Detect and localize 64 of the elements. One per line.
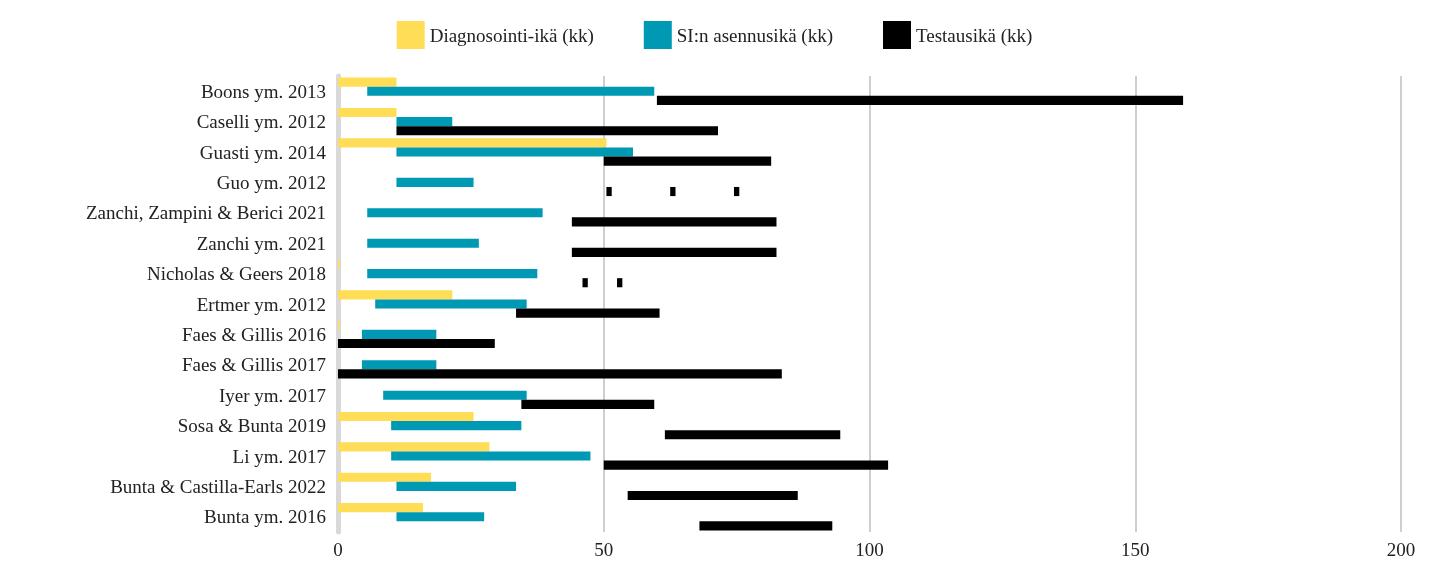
bar [603,156,772,166]
y-tick-label: Nicholas & Geers 2018 [147,263,326,285]
legend-label: SI:n asennusikä (kk) [676,24,833,47]
bar [367,269,538,279]
bar [656,95,1184,105]
y-tick-label: Bunta & Castilla-Earls 2022 [110,475,326,497]
bar [521,399,655,409]
bar [627,490,798,501]
x-tick-label: 150 [1121,539,1150,560]
x-tick-label: 200 [1386,539,1416,560]
bar [338,503,424,513]
y-tick-label: Boons ym. 2013 [200,80,326,102]
bar [391,451,591,461]
y-tick-label: Sosa & Bunta 2019 [177,415,326,437]
bar [367,238,479,248]
bar [367,86,655,96]
y-tick-label: Guasti ym. 2014 [199,141,327,163]
bar [361,329,437,339]
bar [338,472,432,482]
legend-label: Diagnosointi-ikä (kk) [429,24,594,47]
bar [571,247,777,257]
bar [396,147,633,157]
x-tick-label: 50 [594,539,614,560]
bar [338,369,782,379]
bar [338,338,495,349]
bar [338,411,474,422]
bar [375,299,527,309]
bar [396,481,517,491]
bar [664,430,841,440]
bar [396,117,453,127]
y-tick-label: Zanchi ym. 2021 [196,232,326,254]
bar [582,278,588,288]
bar [396,177,474,187]
bar [396,126,719,136]
bar [383,390,527,400]
bar [699,521,833,531]
bar [603,460,889,470]
bar [396,512,485,522]
bar [338,138,607,148]
bar [617,278,623,288]
bar [606,186,612,197]
bar [367,208,543,218]
bar [391,421,522,431]
y-tick-label: Zanchi, Zampini & Berici 2021 [85,202,326,224]
bar [338,107,397,118]
y-tick-label: Faes & Gillis 2017 [181,354,326,376]
bar [670,186,676,197]
y-tick-label: Caselli ym. 2012 [196,111,326,133]
y-tick-label: Ertmer ym. 2012 [196,293,326,315]
y-tick-label: Guo ym. 2012 [216,171,326,193]
y-tick-label: Iyer ym. 2017 [218,384,326,406]
legend-label: Testausikä (kk) [915,24,1033,47]
y-tick-label: Bunta ym. 2016 [204,506,326,528]
x-tick-label: 0 [333,539,343,560]
bar [571,217,777,227]
bar [338,290,453,300]
bar [338,77,397,87]
bar [338,442,490,452]
bar [516,308,660,318]
x-tick-label: 100 [855,539,884,560]
bar [733,186,740,197]
bar [361,360,437,370]
y-tick-label: Li ym. 2017 [232,445,326,467]
y-tick-label: Faes & Gillis 2016 [181,323,326,345]
